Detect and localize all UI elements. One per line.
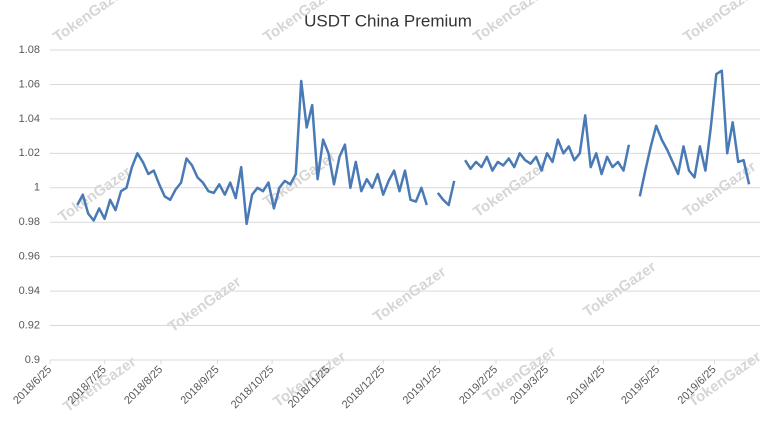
x-tick-label: 2018/6/25 (11, 364, 54, 407)
watermark: TokenGazer (60, 353, 139, 416)
x-tick-label: 2019/5/25 (619, 364, 662, 407)
x-tick-label: 2018/10/25 (229, 364, 276, 411)
y-tick-label: 0.96 (19, 251, 40, 263)
data-line (76, 69, 751, 226)
watermark: TokenGazer (580, 258, 659, 321)
x-tick-label: 2019/4/25 (565, 364, 608, 407)
y-tick-label: 1.04 (19, 113, 40, 125)
y-tick-label: 0.9 (25, 354, 40, 366)
y-tick-label: 1 (34, 182, 40, 194)
watermark: TokenGazer (165, 273, 244, 336)
x-tick-label: 2018/9/25 (179, 364, 222, 407)
watermark: TokenGazer (370, 263, 449, 326)
x-tick-label: 2018/12/25 (340, 364, 387, 411)
y-tick-label: 1.02 (19, 147, 40, 159)
x-tick-label: 2019/1/25 (401, 364, 444, 407)
y-tick-label: 1.06 (19, 78, 40, 90)
y-tick-label: 0.94 (19, 285, 40, 297)
y-tick-label: 1.08 (19, 44, 40, 56)
y-tick-label: 0.92 (19, 319, 40, 331)
watermark: TokenGazer (50, 0, 129, 46)
watermark: TokenGazer (680, 0, 759, 46)
watermark: TokenGazer (680, 158, 759, 221)
y-tick-label: 0.98 (19, 216, 40, 228)
chart-title: USDT China Premium (304, 11, 472, 30)
watermark: TokenGazer (470, 0, 549, 46)
